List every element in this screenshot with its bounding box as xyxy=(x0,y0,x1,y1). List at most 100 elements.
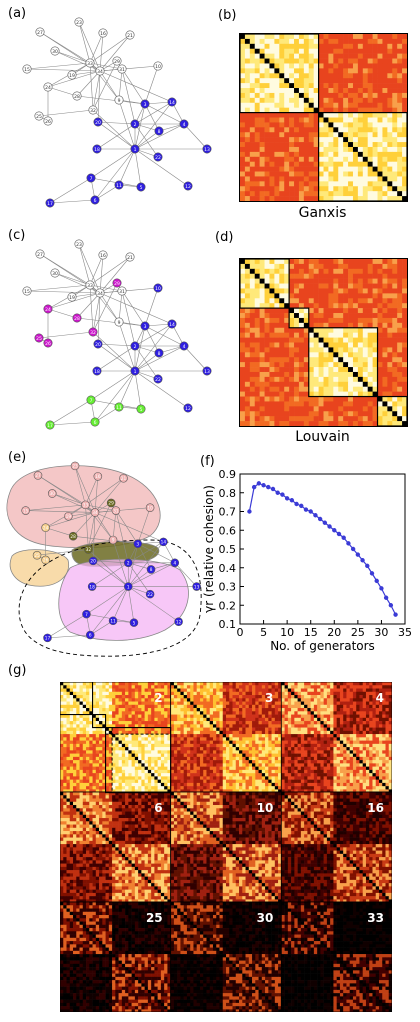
matrix-cell xyxy=(402,317,407,324)
matrix-cell xyxy=(372,112,378,118)
matrix-cell xyxy=(183,708,188,712)
matrix-cell xyxy=(269,191,275,197)
matrix-cell xyxy=(367,132,373,138)
matrix-cell xyxy=(308,92,314,99)
matrix-cell xyxy=(357,268,364,275)
matrix-cell xyxy=(259,151,265,158)
matrix-cell xyxy=(318,381,324,388)
matrix-cell xyxy=(157,747,162,751)
network-node xyxy=(86,173,96,183)
matrix-cell xyxy=(249,317,256,324)
matrix-cell xyxy=(69,763,74,767)
matrix-cell xyxy=(249,107,256,113)
matrix-cell xyxy=(60,766,64,771)
network-node-label: 3 xyxy=(144,324,147,330)
caption-d: Louvain xyxy=(295,429,350,445)
matrix-cell xyxy=(226,769,230,774)
network-node xyxy=(85,280,95,290)
matrix-cell xyxy=(284,92,290,99)
matrix-cell xyxy=(323,421,329,426)
matrix-cell xyxy=(141,747,145,751)
matrix-cell xyxy=(244,132,251,138)
matrix-cell xyxy=(274,698,279,702)
matrix-cell xyxy=(177,763,181,767)
matrix-cell xyxy=(190,769,194,774)
matrix-cell xyxy=(284,411,290,417)
matrix-cell xyxy=(343,362,349,368)
matrix-cell xyxy=(173,717,178,722)
matrix-cell xyxy=(118,698,123,702)
matrix-cell xyxy=(372,273,378,279)
matrix-cell xyxy=(82,698,87,702)
matrix-cell xyxy=(186,763,191,767)
matrix-cell xyxy=(125,691,129,696)
network-node-label: 3 xyxy=(144,102,147,108)
network-node xyxy=(123,582,133,591)
matrix-cell xyxy=(357,288,364,294)
matrix-cell xyxy=(313,43,319,50)
matrix-cell xyxy=(397,371,403,378)
matrix-cell xyxy=(318,161,324,167)
matrix-cell xyxy=(278,756,282,761)
matrix-cell xyxy=(173,721,178,725)
matrix-cell xyxy=(199,763,204,767)
matrix-cell xyxy=(402,313,407,319)
matrix-cell xyxy=(343,142,349,148)
matrix-cell xyxy=(402,34,407,40)
matrix-cell xyxy=(261,747,266,751)
matrix-cell xyxy=(240,288,246,294)
matrix-cell xyxy=(274,322,280,329)
matrix-cell xyxy=(362,186,369,192)
matrix-cell xyxy=(118,711,123,715)
matrix-cell xyxy=(212,711,217,715)
matrix-cell xyxy=(102,753,106,758)
matrix-cell xyxy=(203,721,207,725)
matrix-cell xyxy=(203,685,207,689)
network-edge xyxy=(89,62,94,111)
matrix-cell xyxy=(118,743,123,748)
matrix-cell xyxy=(255,747,259,751)
matrix-cell xyxy=(141,730,145,735)
matrix-cell xyxy=(76,753,80,758)
matrix-cell xyxy=(190,691,194,696)
matrix-cell xyxy=(216,691,220,696)
matrix-cell xyxy=(244,151,251,158)
matrix-cell xyxy=(333,78,339,84)
data-point xyxy=(346,541,351,546)
matrix-cell xyxy=(240,303,246,309)
matrix-cell xyxy=(323,367,329,373)
matrix-cell xyxy=(186,727,191,732)
matrix-cell xyxy=(308,171,314,177)
matrix-cell xyxy=(362,303,369,309)
matrix-cell xyxy=(333,386,339,392)
matrix-cell xyxy=(249,406,256,412)
matrix-cell xyxy=(338,83,344,89)
matrix-cell xyxy=(144,763,149,767)
matrix-cell xyxy=(397,308,403,314)
network-node-label: 30 xyxy=(50,491,56,497)
matrix-cell xyxy=(333,166,339,172)
matrix-cell xyxy=(134,698,139,702)
matrix-cell xyxy=(190,766,194,771)
matrix-cell xyxy=(338,73,344,79)
matrix-cell xyxy=(274,156,280,163)
network-node xyxy=(183,403,193,413)
network-node xyxy=(159,537,168,547)
matrix-cell xyxy=(79,685,84,689)
matrix-cell xyxy=(86,747,90,751)
matrix-cell xyxy=(308,127,314,133)
matrix-cell xyxy=(76,708,80,712)
matrix-cell xyxy=(69,721,74,725)
matrix-cell xyxy=(219,753,224,758)
matrix-cell xyxy=(229,721,233,725)
matrix-cell xyxy=(348,161,354,167)
matrix-cell xyxy=(328,421,334,426)
matrix-cell xyxy=(63,701,67,706)
matrix-cell xyxy=(160,786,165,790)
matrix-cell xyxy=(164,766,168,771)
matrix-cell xyxy=(177,688,181,693)
matrix-cell xyxy=(229,695,233,699)
matrix-cell xyxy=(338,146,344,153)
matrix-cell xyxy=(303,58,310,64)
